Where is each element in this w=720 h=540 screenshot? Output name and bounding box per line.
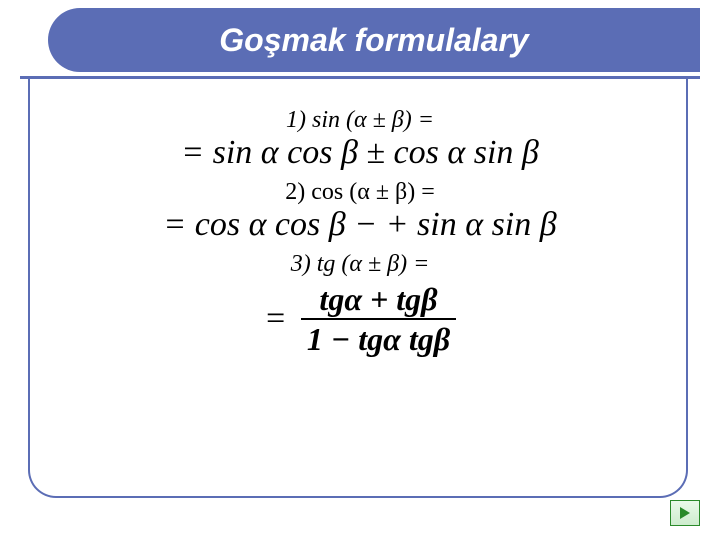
formula-1-lead: 1) sin (α ± β) = <box>286 107 434 133</box>
triangle-right-icon <box>678 506 692 520</box>
slide-title: Goşmak formulalary <box>219 22 528 59</box>
formula-3-denominator: 1 − tgα tgβ <box>301 320 456 358</box>
slide-title-bar: Goşmak formulalary <box>48 8 700 72</box>
formula-3-equals: = <box>264 302 287 336</box>
formula-2-expansion: = cos α cos β − + sin α sin β <box>60 208 660 242</box>
formula-1-expansion: = sin α cos β ± cos α sin β <box>60 136 660 170</box>
next-slide-button[interactable] <box>670 500 700 526</box>
formula-3-fraction: tgα + tgβ 1 − tgα tgβ <box>301 280 456 359</box>
formula-3-lead: 3) tg (α ± β) = <box>291 251 430 277</box>
formula-1: 1) sin (α ± β) = = sin α cos β ± cos α s… <box>60 108 660 170</box>
formula-2: 2) cos (α ± β) = = cos α cos β − + sin α… <box>60 180 660 242</box>
formula-3: 3) tg (α ± β) = = tgα + tgβ 1 − tgα tgβ <box>60 252 660 359</box>
formula-3-numerator: tgα + tgβ <box>313 280 443 318</box>
formula-content: 1) sin (α ± β) = = sin α cos β ± cos α s… <box>60 108 660 480</box>
formula-2-lead: 2) cos (α ± β) = <box>285 179 434 205</box>
formula-3-expansion: = tgα + tgβ 1 − tgα tgβ <box>60 280 660 359</box>
title-underline <box>20 76 700 79</box>
